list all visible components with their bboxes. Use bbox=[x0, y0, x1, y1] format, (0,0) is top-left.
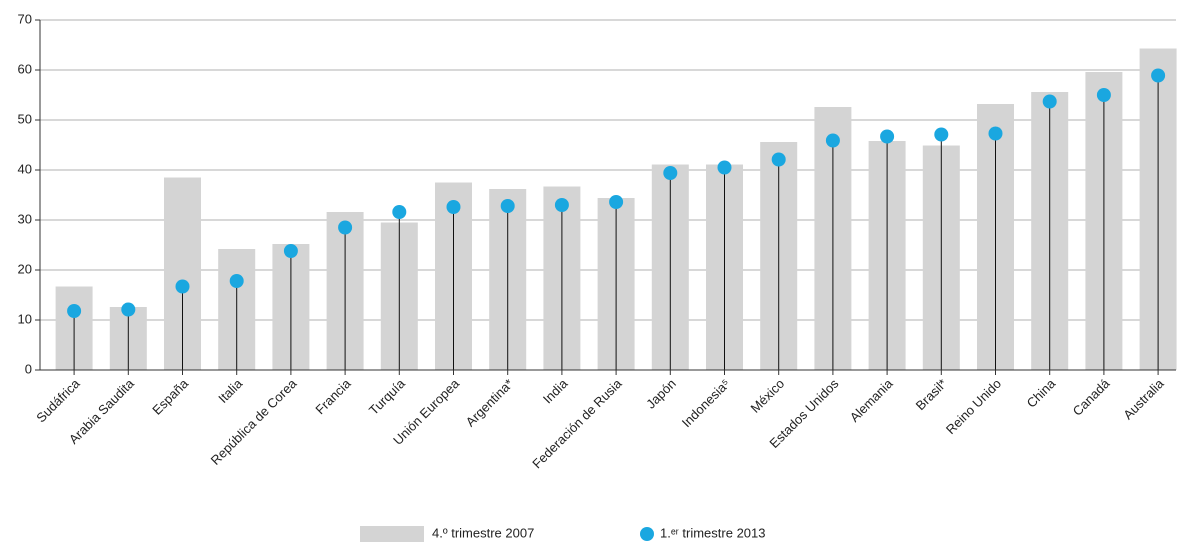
dot bbox=[1042, 94, 1057, 109]
dot bbox=[500, 199, 515, 213]
x-tick-label: Canadá bbox=[1070, 375, 1113, 418]
dot bbox=[446, 200, 461, 214]
legend-swatch bbox=[640, 527, 654, 541]
x-tick-label: Sudáfrica bbox=[33, 375, 83, 425]
x-tick-label: Alemania bbox=[847, 375, 896, 424]
dot bbox=[988, 126, 1003, 141]
x-tick-label: España bbox=[149, 375, 191, 417]
dot bbox=[825, 133, 840, 148]
legend-label: 4.º trimestre 2007 bbox=[432, 525, 534, 540]
y-tick-label: 40 bbox=[18, 161, 32, 176]
x-tick-label: Indonesia⁵ bbox=[679, 376, 733, 430]
dot bbox=[717, 160, 732, 175]
dot bbox=[663, 166, 678, 180]
dot bbox=[1151, 68, 1166, 83]
dot bbox=[121, 302, 136, 317]
y-tick-label: 10 bbox=[18, 311, 32, 326]
dot bbox=[67, 304, 82, 318]
x-tick-label: Brasil* bbox=[913, 376, 950, 413]
y-tick-label: 60 bbox=[18, 61, 32, 76]
dot bbox=[609, 195, 624, 209]
dot bbox=[229, 274, 244, 288]
dot bbox=[175, 279, 190, 294]
legend-label: 1.ᵉʳ trimestre 2013 bbox=[660, 525, 766, 540]
dot bbox=[338, 220, 353, 235]
dot bbox=[554, 198, 569, 212]
y-tick-label: 70 bbox=[18, 11, 32, 26]
dot bbox=[934, 127, 949, 142]
x-tick-label: Argentina* bbox=[463, 376, 517, 430]
x-tick-label: India bbox=[540, 375, 571, 406]
x-tick-label: China bbox=[1024, 375, 1059, 410]
x-tick-label: Italia bbox=[215, 375, 246, 406]
x-tick-label: Francia bbox=[312, 375, 354, 417]
dot bbox=[1096, 88, 1111, 102]
y-tick-label: 30 bbox=[18, 211, 32, 226]
y-tick-label: 20 bbox=[18, 261, 32, 276]
dot bbox=[392, 205, 407, 219]
dot bbox=[880, 129, 895, 144]
x-tick-label: Japón bbox=[643, 376, 679, 412]
dot bbox=[283, 244, 298, 258]
x-tick-label: México bbox=[748, 376, 788, 416]
x-tick-label: Turquía bbox=[366, 375, 408, 417]
dot bbox=[771, 152, 786, 167]
x-tick-label: Australia bbox=[1120, 375, 1167, 422]
y-tick-label: 0 bbox=[25, 361, 32, 376]
y-tick-label: 50 bbox=[18, 111, 32, 126]
legend-swatch bbox=[360, 526, 424, 542]
x-tick-label: Federación de Rusia bbox=[529, 375, 625, 471]
x-tick-label: Reino Unido bbox=[943, 376, 1004, 437]
